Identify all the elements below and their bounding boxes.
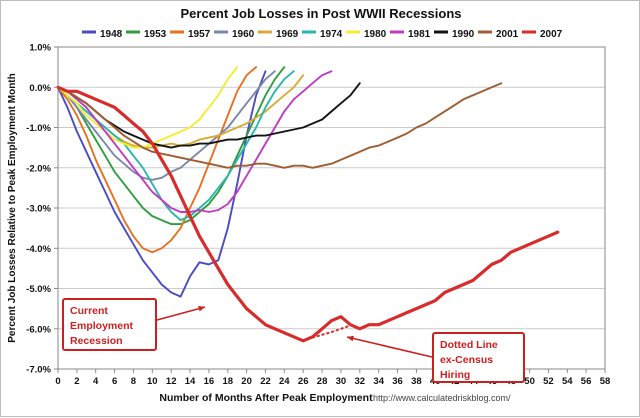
- x-tick-label: 0: [55, 376, 60, 387]
- legend-item-1948: 1948: [82, 29, 123, 40]
- legend-item-label: 1953: [144, 29, 167, 40]
- series-line-1981: [57, 70, 333, 213]
- legend-item-1980: 1980: [346, 29, 387, 40]
- series-line-2001: [57, 82, 503, 169]
- x-tick-label: 6: [112, 376, 117, 387]
- annotation-text: Hiring: [440, 369, 470, 381]
- legend-item-1974: 1974: [302, 29, 343, 40]
- x-tick-label: 56: [581, 376, 592, 387]
- x-tick-label: 14: [185, 376, 196, 387]
- legend-item-label: 1969: [276, 29, 299, 40]
- legend-item-1960: 1960: [214, 29, 255, 40]
- legend-item-label: 2001: [496, 29, 519, 40]
- legend-line-swatch: [478, 30, 492, 34]
- series-line-1948: [57, 70, 267, 298]
- annotation-box: [62, 298, 157, 351]
- x-tick-label: 4: [93, 376, 99, 387]
- legend-line-swatch: [126, 30, 140, 34]
- y-tick-label: 0.0%: [29, 83, 51, 94]
- legend-item-label: 2007: [540, 29, 563, 40]
- x-tick-label: 16: [204, 376, 215, 387]
- legend-line-swatch: [522, 30, 536, 34]
- x-tick-label: 12: [166, 376, 177, 387]
- annotation-arrow: [346, 336, 433, 358]
- x-axis-title: Number of Months After Peak Employment: [159, 392, 373, 404]
- legend-item-label: 1960: [232, 29, 255, 40]
- annotation-text: ex-Census: [440, 354, 493, 366]
- plot-area: 0246810121416182022242628303234363840424…: [26, 43, 610, 388]
- legend-item-1981: 1981: [390, 29, 431, 40]
- x-tick-label: 28: [317, 376, 328, 387]
- x-tick-label: 50: [524, 376, 535, 387]
- x-tick-label: 10: [147, 376, 158, 387]
- annotation-1: Dotted Line ex-Census Hiring: [346, 332, 525, 383]
- legend-item-1969: 1969: [258, 29, 299, 40]
- y-tick-label: -3.0%: [26, 204, 51, 215]
- y-axis-title: Percent Job Losses Relative to Peak Empl…: [7, 73, 18, 343]
- y-tick-label: -7.0%: [26, 365, 51, 376]
- series-line-1953: [57, 66, 286, 226]
- legend: 1948 1953 1957 1960 1969 1974 1980 1981 1990 2001…: [82, 29, 563, 40]
- y-tick-label: -4.0%: [26, 244, 51, 255]
- annotation-arrowhead: [198, 305, 205, 312]
- x-tick-label: 20: [241, 376, 252, 387]
- series-line-1960: [57, 70, 276, 181]
- x-tick-label: 32: [355, 376, 366, 387]
- legend-item-1953: 1953: [126, 29, 167, 40]
- annotation-arrowhead: [347, 335, 354, 342]
- x-tick-label: 34: [373, 376, 384, 387]
- annotation-0: Current Employment Recession: [62, 298, 206, 351]
- source-url: http://www.calculatedriskblog.com/: [373, 393, 511, 403]
- legend-line-swatch: [214, 30, 228, 34]
- legend-line-swatch: [346, 30, 360, 34]
- legend-item-2007: 2007: [522, 29, 563, 40]
- annotation-box: [432, 332, 525, 383]
- x-tick-label: 26: [298, 376, 309, 387]
- y-tick-label: -1.0%: [26, 123, 51, 134]
- x-tick-label: 8: [131, 376, 136, 387]
- annotation-text: Employment: [70, 320, 134, 332]
- legend-item-label: 1981: [408, 29, 431, 40]
- y-tick-label: -6.0%: [26, 324, 51, 335]
- x-tick-label: 24: [279, 376, 290, 387]
- series-line-1957: [57, 66, 258, 254]
- series-line-1980: [57, 66, 239, 149]
- annotation-text: Dotted Line: [440, 339, 498, 351]
- series-line-2007-ex-Census: [302, 324, 352, 342]
- x-tick-label: 2: [74, 376, 79, 387]
- legend-line-swatch: [258, 30, 272, 34]
- legend-item-1957: 1957: [170, 29, 211, 40]
- legend-line-swatch: [390, 30, 404, 34]
- y-tick-label: -5.0%: [26, 284, 51, 295]
- annotation-arrow: [156, 306, 206, 321]
- legend-item-2001: 2001: [478, 29, 519, 40]
- chart-title: Percent Job Losses in Post WWII Recessio…: [180, 6, 461, 21]
- annotation-text: Recession: [70, 335, 123, 347]
- legend-item-label: 1974: [320, 29, 343, 40]
- legend-item-label: 1980: [364, 29, 387, 40]
- x-tick-label: 30: [336, 376, 347, 387]
- y-tick-label: 1.0%: [29, 43, 51, 54]
- x-tick-label: 18: [223, 376, 234, 387]
- legend-line-swatch: [82, 30, 96, 34]
- legend-item-label: 1948: [100, 29, 123, 40]
- x-tick-label: 58: [600, 376, 611, 387]
- x-tick-label: 22: [260, 376, 271, 387]
- x-tick-label: 54: [562, 376, 573, 387]
- legend-line-swatch: [302, 30, 316, 34]
- x-tick-label: 36: [392, 376, 403, 387]
- legend-line-swatch: [170, 30, 184, 34]
- annotation-text: Current: [70, 305, 108, 317]
- x-tick-label: 52: [543, 376, 554, 387]
- legend-item-label: 1990: [452, 29, 475, 40]
- legend-item-label: 1957: [188, 29, 211, 40]
- x-tick-label: 38: [411, 376, 422, 387]
- legend-item-1990: 1990: [434, 29, 475, 40]
- legend-line-swatch: [434, 30, 448, 34]
- y-tick-label: -2.0%: [26, 163, 51, 174]
